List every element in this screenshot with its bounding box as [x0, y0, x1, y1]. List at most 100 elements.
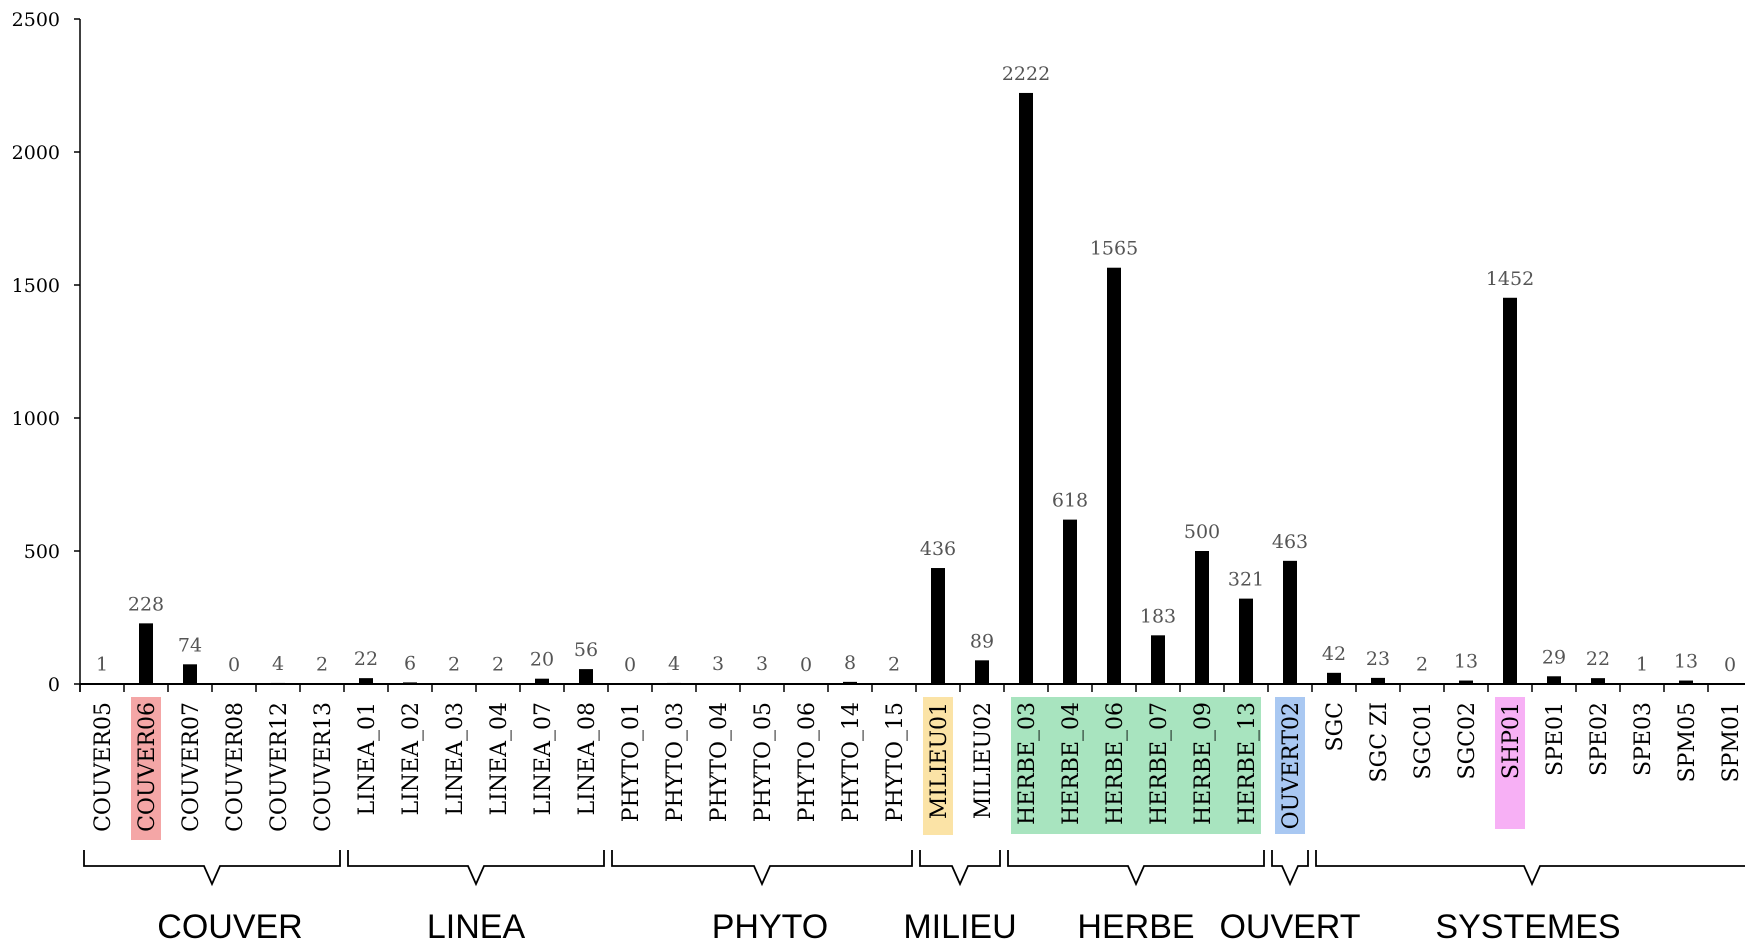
group-label: PHYTO [712, 908, 829, 941]
data-label: 13 [1674, 651, 1698, 673]
category-label: PHYTO_06 [795, 702, 820, 822]
group-brace [611, 850, 913, 887]
data-label: 2 [448, 653, 460, 675]
category-label: PHYTO_14 [839, 702, 864, 822]
bar [1679, 680, 1693, 684]
data-label: 8 [844, 652, 856, 674]
category-label: HERBE_03 [1015, 702, 1040, 825]
bar [755, 683, 769, 684]
category-label: LINEA_08 [575, 702, 600, 816]
category-label: PHYTO_05 [751, 702, 776, 822]
data-label: 618 [1052, 490, 1088, 512]
data-label: 2 [492, 653, 504, 675]
category-label: COUVER05 [91, 702, 116, 832]
category-label: HERBE_04 [1059, 702, 1084, 825]
data-label: 4 [668, 653, 680, 675]
bar [1415, 683, 1429, 684]
category-label: COUVER08 [223, 702, 248, 832]
data-label: 20 [530, 649, 554, 671]
data-label: 2 [1416, 653, 1428, 675]
data-label: 1565 [1090, 238, 1138, 260]
data-label: 2 [316, 653, 328, 675]
group-brace [1271, 850, 1309, 887]
category-label: SGC [1323, 702, 1348, 751]
bar [139, 623, 153, 684]
data-label: 22 [354, 648, 378, 670]
data-label: 23 [1366, 648, 1390, 670]
bar [271, 682, 285, 684]
category-label: MILIEU01 [927, 702, 952, 819]
category-label: OUVERT02 [1279, 702, 1304, 829]
bar [1459, 680, 1473, 684]
bar [1239, 598, 1253, 684]
data-label: 42 [1322, 643, 1346, 665]
bar [491, 683, 505, 684]
bar [447, 683, 461, 684]
bar [1063, 519, 1077, 684]
bar [1195, 551, 1209, 684]
category-label: SGC01 [1411, 702, 1436, 779]
data-label: 1 [96, 654, 108, 676]
category-label: PHYTO_15 [883, 702, 908, 822]
category-label: HERBE_06 [1103, 702, 1128, 825]
group-brackets: COUVER LINEA PHYTO MILIEU HERBE OUVERT SYSTEME… [83, 850, 1745, 941]
data-label: 13 [1454, 651, 1478, 673]
category-highlight [923, 697, 953, 835]
category-label: SPE02 [1587, 702, 1612, 776]
category-label: SHP01 [1499, 702, 1524, 779]
category-label: LINEA_04 [487, 702, 512, 816]
bar [843, 681, 857, 684]
bar [315, 683, 329, 684]
group-label: OUVERT [1219, 908, 1360, 941]
bar [1371, 677, 1385, 684]
data-label: 1452 [1486, 268, 1534, 290]
data-label: 0 [1724, 654, 1736, 676]
group-brace [347, 850, 605, 887]
category-label: LINEA_03 [443, 702, 468, 816]
group-label: HERBE [1077, 908, 1194, 941]
category-label: SPM05 [1675, 702, 1700, 782]
data-label: 29 [1542, 646, 1566, 668]
data-label: 500 [1184, 521, 1220, 543]
category-label: LINEA_07 [531, 702, 556, 816]
bar [1107, 267, 1121, 684]
category-label: HERBE_09 [1191, 702, 1216, 825]
bar [931, 568, 945, 684]
y-tick-label: 2000 [12, 142, 60, 164]
bar [1019, 92, 1033, 684]
category-label: HERBE_13 [1235, 702, 1260, 825]
data-label: 3 [756, 653, 768, 675]
data-label: 0 [228, 654, 240, 676]
data-label: 2 [888, 653, 900, 675]
bar [667, 682, 681, 684]
data-label: 74 [178, 634, 202, 656]
category-label: SGC02 [1455, 702, 1480, 779]
data-label: 3 [712, 653, 724, 675]
data-label: 56 [574, 639, 598, 661]
bar [1591, 678, 1605, 684]
bar [579, 669, 593, 684]
category-label: HERBE_07 [1147, 702, 1172, 825]
y-tick-label: 1000 [12, 408, 60, 430]
category-label: SPE01 [1543, 702, 1568, 776]
data-label: 22 [1586, 648, 1610, 670]
category-label: SGC ZI [1367, 702, 1392, 782]
bar [535, 678, 549, 684]
data-label: 183 [1140, 605, 1176, 627]
bar [183, 664, 197, 684]
category-label: PHYTO_03 [663, 702, 688, 822]
category-highlight [1495, 697, 1525, 829]
group-brace [1315, 850, 1745, 887]
group-brace [919, 850, 1001, 887]
y-tick-label: 500 [24, 541, 60, 563]
category-label: SPM01 [1719, 702, 1744, 782]
bar [711, 683, 725, 684]
category-label: COUVER13 [311, 702, 336, 832]
group-label: MILIEU [903, 908, 1016, 941]
data-label: 321 [1228, 569, 1264, 591]
y-tick-label: 0 [48, 674, 60, 696]
data-label: 436 [920, 538, 956, 560]
category-label: COUVER07 [179, 702, 204, 832]
